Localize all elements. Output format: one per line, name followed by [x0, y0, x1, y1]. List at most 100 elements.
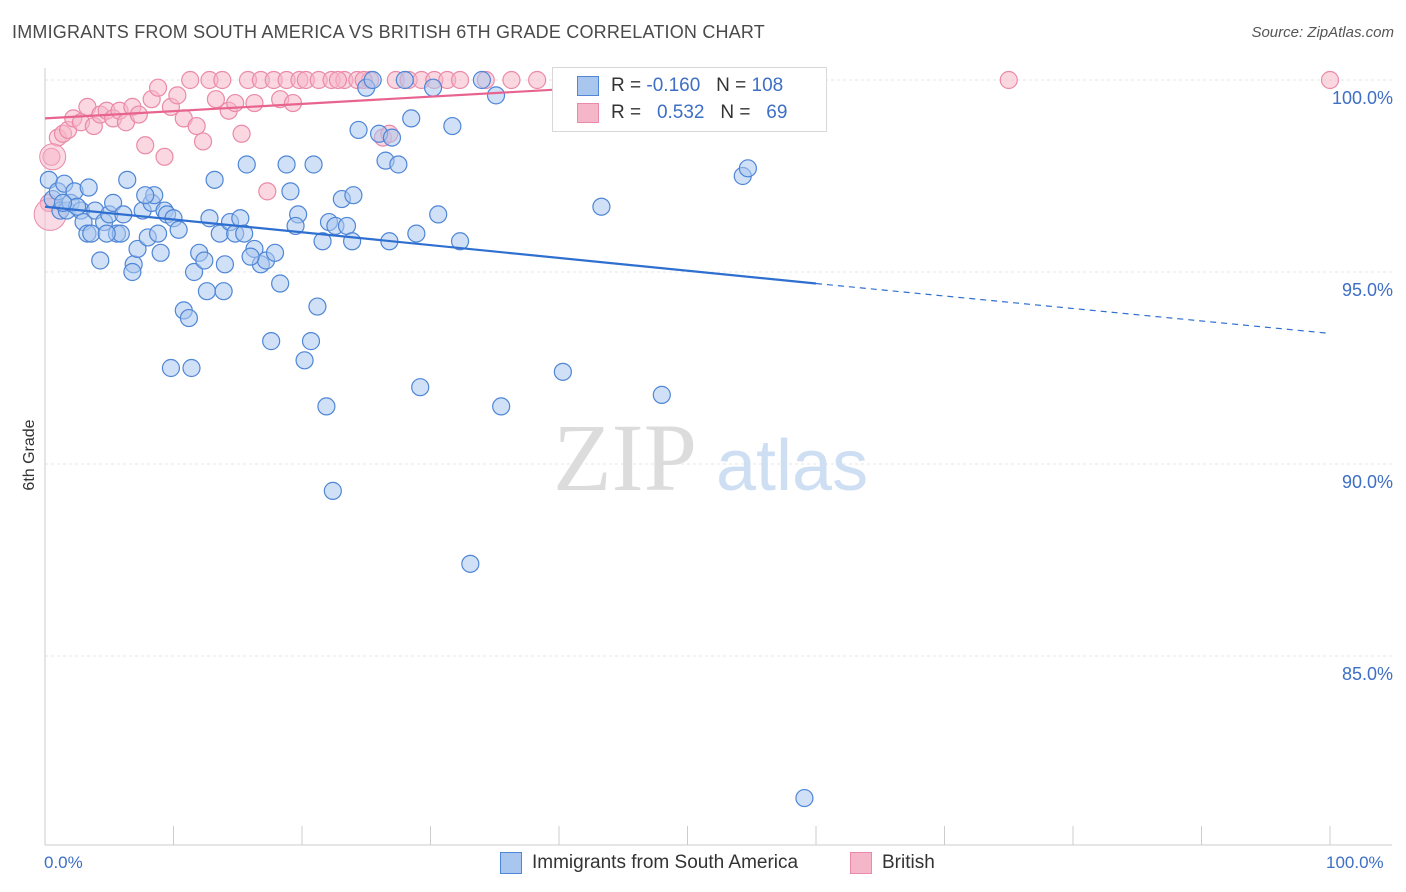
immigrants-point — [235, 224, 254, 243]
x-tick-label-max: 100.0% — [1326, 853, 1384, 872]
british-point — [245, 93, 264, 113]
immigrants-point — [295, 351, 314, 370]
immigrants-point — [182, 358, 201, 378]
immigrants-point — [395, 70, 414, 90]
british-point — [528, 70, 547, 90]
british-point — [450, 70, 470, 90]
y-tick-labels: 100.0% 95.0% 90.0% 85.0% — [1332, 88, 1393, 684]
bottom-legend-british: British — [850, 852, 935, 874]
british-point — [181, 70, 200, 90]
legend-r-label: R = — [611, 102, 642, 123]
legend-n-value: 108 — [751, 75, 784, 96]
stats-legend: R = -0.160 N = 108 R = 0.532 N = 69 — [552, 67, 827, 132]
immigrants-point — [215, 255, 234, 274]
bottom-legend-swatch-blue — [500, 852, 522, 874]
axes — [44, 68, 1392, 846]
british-point — [232, 124, 251, 143]
british-point — [213, 70, 232, 90]
immigrants-point — [281, 182, 300, 201]
immigrants-point — [151, 243, 170, 262]
immigrants-point — [411, 378, 430, 397]
immigrants-point — [118, 170, 137, 189]
immigrants-point — [104, 193, 123, 212]
immigrants-point — [461, 554, 480, 573]
british-point — [258, 182, 277, 201]
immigrants-point — [179, 308, 199, 328]
bottom-legend-label: British — [882, 852, 935, 873]
immigrants-point — [344, 186, 363, 205]
british-point — [1320, 70, 1340, 90]
y-tick-label: 100.0% — [1332, 88, 1393, 108]
immigrants-trend-extension — [815, 282, 1331, 335]
immigrants-point — [553, 362, 572, 381]
legend-swatch-blue — [577, 76, 599, 96]
immigrants-point — [337, 216, 357, 236]
immigrants-point — [795, 788, 814, 808]
immigrants-point — [97, 224, 116, 243]
immigrants-point — [738, 159, 757, 178]
legend-n-value: 69 — [766, 102, 788, 123]
immigrants-point — [161, 358, 181, 378]
immigrants-point — [262, 332, 281, 351]
immigrants-point — [237, 155, 256, 174]
immigrants-point — [429, 205, 448, 224]
british-point — [193, 132, 213, 151]
immigrants-point — [277, 155, 296, 174]
immigrants-point — [197, 282, 217, 301]
immigrants-point — [407, 224, 426, 243]
british-point — [129, 105, 148, 124]
immigrants-point — [443, 116, 462, 136]
british-point — [328, 70, 348, 90]
immigrants-point — [317, 397, 336, 416]
y-tick-label: 95.0% — [1342, 280, 1393, 300]
legend-n-label: N = — [716, 75, 747, 96]
legend-n-label: N = — [720, 102, 751, 123]
immigrants-point — [492, 397, 511, 416]
british-point — [999, 70, 1018, 90]
watermark-atlas: atlas — [716, 426, 868, 506]
immigrants-point — [301, 332, 321, 351]
bottom-legend-label: Immigrants from South America — [532, 852, 799, 873]
legend-r-value: -0.160 — [646, 75, 701, 96]
immigrants-point — [450, 232, 470, 251]
immigrants-point — [205, 170, 224, 189]
x-tick-label-min: 0.0% — [44, 853, 83, 872]
immigrants-point — [323, 481, 342, 500]
immigrants-point — [472, 70, 491, 90]
immigrants-point — [265, 243, 285, 262]
bottom-legend-immigrants: Immigrants from South America — [500, 852, 798, 874]
immigrants-point — [592, 197, 611, 216]
immigrants-point — [169, 220, 188, 239]
immigrants-trend-line — [44, 205, 817, 285]
immigrants-point — [214, 282, 233, 301]
immigrants-point — [652, 385, 671, 404]
immigrants-point — [136, 186, 155, 205]
british-point — [136, 136, 155, 155]
legend-swatch-pink — [577, 103, 599, 123]
immigrants-point — [349, 120, 368, 140]
immigrants-points — [39, 70, 814, 808]
immigrants-point — [382, 128, 402, 147]
immigrants-point — [389, 155, 408, 174]
watermark-zip: ZIP — [553, 404, 697, 511]
immigrants-point — [402, 109, 421, 128]
british-point — [155, 147, 174, 166]
immigrants-point — [308, 297, 327, 316]
immigrants-point — [271, 274, 290, 293]
watermark: ZIP atlas — [553, 404, 868, 511]
immigrants-point — [486, 86, 506, 105]
legend-r-label: R = — [611, 75, 642, 96]
chart-title: IMMIGRANTS FROM SOUTH AMERICA VS BRITISH… — [12, 22, 766, 42]
y-tick-label: 85.0% — [1342, 664, 1393, 684]
immigrants-point — [195, 251, 214, 270]
immigrants-point — [184, 262, 204, 282]
immigrants-point — [313, 232, 332, 251]
immigrants-point — [363, 70, 382, 90]
immigrants-point — [304, 155, 323, 174]
british-point — [502, 70, 521, 90]
legend-row-british: R = 0.532 N = 69 — [577, 101, 787, 125]
british-point — [39, 143, 67, 171]
immigrants-point — [91, 251, 110, 270]
bottom-legend-swatch-pink — [850, 852, 872, 874]
